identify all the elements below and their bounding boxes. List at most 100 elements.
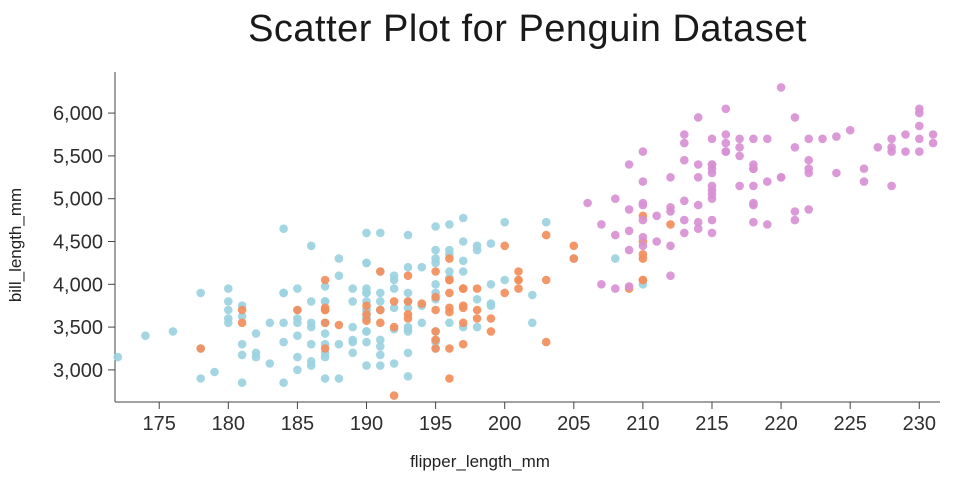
- data-point-chinstrap: [514, 284, 523, 293]
- data-point-gentoo: [859, 164, 869, 173]
- data-point-adelie: [348, 297, 358, 306]
- data-point-gentoo: [624, 245, 634, 255]
- data-point-adelie: [458, 237, 468, 246]
- data-point-adelie: [320, 329, 330, 338]
- data-point-chinstrap: [514, 275, 523, 285]
- data-point-gentoo: [680, 215, 689, 225]
- data-point-gentoo: [721, 104, 731, 114]
- y-tick-label: 6,000: [53, 103, 103, 125]
- data-point-gentoo: [915, 108, 924, 118]
- data-point-adelie: [293, 284, 302, 293]
- data-point-chinstrap: [389, 297, 399, 306]
- data-point-adelie: [389, 284, 399, 293]
- data-point-chinstrap: [445, 275, 454, 285]
- data-point-chinstrap: [362, 310, 371, 319]
- data-point-adelie: [279, 318, 288, 328]
- data-point-adelie: [431, 245, 440, 255]
- data-point-adelie: [279, 224, 288, 233]
- data-point-chinstrap: [362, 301, 371, 311]
- x-tick-label: 220: [764, 413, 797, 435]
- data-point-adelie: [348, 337, 358, 347]
- data-point-gentoo: [638, 241, 648, 251]
- data-point-gentoo: [735, 143, 744, 152]
- data-point-chinstrap: [334, 320, 344, 330]
- data-point-gentoo: [680, 130, 689, 139]
- data-point-gentoo: [735, 181, 744, 191]
- data-point-chinstrap: [569, 254, 579, 263]
- data-point-gentoo: [832, 168, 841, 178]
- data-point-gentoo: [735, 151, 744, 161]
- data-point-chinstrap: [403, 297, 413, 306]
- data-point-adelie: [224, 318, 233, 328]
- data-point-gentoo: [735, 134, 744, 144]
- data-point-chinstrap: [376, 318, 385, 328]
- data-point-adelie: [458, 213, 468, 223]
- data-point-gentoo: [693, 160, 703, 169]
- data-point-chinstrap: [514, 267, 523, 276]
- data-point-gentoo: [804, 164, 813, 173]
- data-point-gentoo: [611, 230, 620, 240]
- data-point-adelie: [251, 352, 261, 362]
- data-point-adelie: [306, 297, 316, 306]
- data-point-gentoo: [666, 207, 675, 216]
- data-point-adelie: [237, 350, 247, 360]
- data-point-chinstrap: [362, 316, 371, 326]
- data-point-adelie: [237, 339, 247, 349]
- data-point-chinstrap: [458, 318, 468, 328]
- data-point-gentoo: [597, 280, 606, 289]
- data-point-gentoo: [611, 284, 620, 293]
- data-point-gentoo: [859, 177, 869, 186]
- data-point-adelie: [472, 241, 482, 251]
- data-point-adelie: [472, 322, 482, 332]
- data-point-gentoo: [749, 217, 758, 227]
- data-point-chinstrap: [666, 220, 675, 229]
- data-point-adelie: [279, 378, 288, 388]
- data-point-gentoo: [873, 143, 883, 152]
- data-point-adelie: [320, 352, 330, 362]
- x-tick-label: 210: [626, 413, 659, 435]
- data-point-chinstrap: [376, 267, 385, 276]
- data-point-chinstrap: [638, 275, 648, 285]
- data-point-gentoo: [624, 205, 634, 214]
- data-point-adelie: [237, 378, 247, 388]
- data-point-chinstrap: [237, 305, 247, 315]
- data-point-adelie: [403, 262, 413, 272]
- data-point-chinstrap: [486, 314, 496, 323]
- data-point-adelie: [334, 254, 344, 263]
- data-point-gentoo: [763, 220, 772, 229]
- data-point-gentoo: [638, 232, 648, 242]
- data-point-chinstrap: [431, 292, 440, 302]
- data-point-gentoo: [790, 143, 800, 152]
- data-point-adelie: [113, 352, 123, 362]
- x-tick-label: 230: [903, 413, 936, 435]
- data-point-adelie: [196, 374, 205, 383]
- data-point-gentoo: [928, 130, 938, 139]
- data-point-gentoo: [707, 215, 717, 225]
- data-point-gentoo: [804, 205, 813, 214]
- data-point-chinstrap: [293, 305, 302, 315]
- data-point-adelie: [320, 297, 330, 306]
- data-point-adelie: [389, 303, 399, 313]
- data-point-adelie: [362, 258, 371, 268]
- data-point-gentoo: [818, 134, 827, 144]
- data-point-adelie: [500, 217, 510, 227]
- data-point-adelie: [362, 228, 371, 238]
- data-point-gentoo: [666, 241, 675, 251]
- data-point-gentoo: [652, 211, 661, 221]
- data-point-gentoo: [707, 160, 717, 169]
- data-point-adelie: [376, 297, 385, 306]
- data-point-adelie: [486, 299, 496, 308]
- data-point-adelie: [376, 361, 385, 370]
- data-point-gentoo: [901, 147, 910, 156]
- x-tick-label: 180: [212, 413, 245, 435]
- data-point-gentoo: [845, 125, 855, 135]
- data-point-gentoo: [638, 215, 648, 225]
- data-point-adelie: [445, 267, 454, 276]
- data-point-adelie: [265, 359, 275, 368]
- data-point-adelie: [500, 275, 510, 285]
- data-point-adelie: [334, 271, 344, 281]
- data-point-gentoo: [749, 200, 758, 210]
- data-point-chinstrap: [458, 339, 468, 349]
- data-point-chinstrap: [445, 374, 454, 383]
